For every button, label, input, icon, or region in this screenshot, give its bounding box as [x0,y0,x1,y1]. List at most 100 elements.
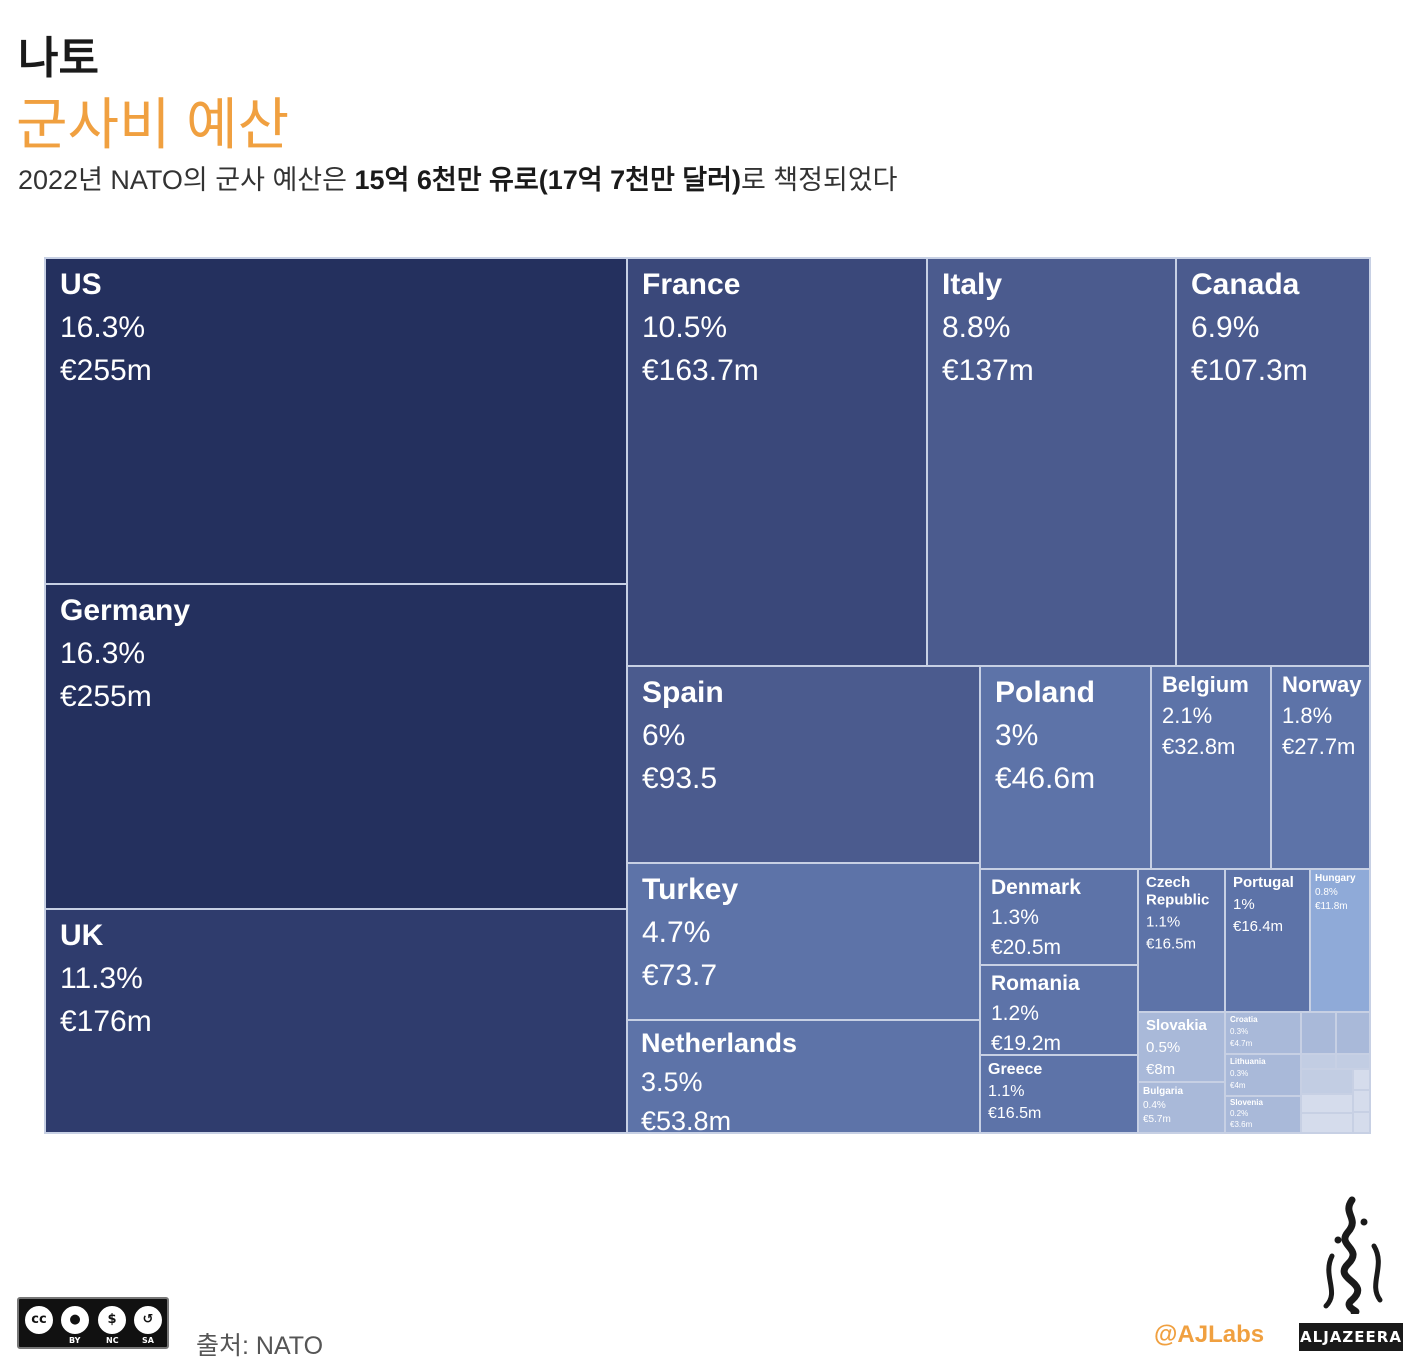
tile-name-us: US [60,268,102,301]
tile-rect-lithuania [1224,1053,1302,1097]
tile-name-lithuania: Lithuania [1230,1057,1266,1066]
tile-pct-italy: 8.8% [942,311,1010,344]
cc-icon: cc [23,1304,55,1336]
tile-pct-poland: 3% [995,719,1038,752]
tile-pct-germany: 16.3% [60,637,145,670]
tile-name-canada: Canada [1191,268,1300,301]
tile-romania: Romania 1.2% €19.2m [979,964,1139,1056]
tile-pct-spain: 6% [642,719,685,752]
tile-name-poland: Poland [995,676,1095,709]
tile-rect-croatia [1224,1011,1302,1055]
tile-pct-slovakia: 0.5% [1146,1039,1180,1056]
tile-name-czech-republic-2: Republic [1146,892,1209,909]
tile-rect-us [44,257,628,585]
tile-value-czech-republic: €16.5m [1146,936,1196,953]
tile-rect-poland [979,665,1152,870]
tile-unlabeled-10 [1335,1053,1371,1070]
tile-rect-canada [1175,257,1371,667]
tile-rect-denmark [979,868,1139,966]
tile-name-italy: Italy [942,268,1002,301]
tile-name-hungary: Hungary [1315,873,1356,884]
tile-greece: Greece 1.1% €16.5m [979,1054,1139,1134]
by-label: BY [69,1336,81,1345]
tile-value-spain: €93.5 [642,762,717,795]
tile-pct-belgium: 2.1% [1162,703,1212,728]
tile-value-romania: €19.2m [991,1032,1061,1055]
tile-pct-us: 16.3% [60,311,145,344]
tile-name-france: France [642,268,740,301]
tile-rect-germany [44,583,628,910]
tile-value-italy: €137m [942,354,1034,387]
tile-value-slovenia: €3.6m [1230,1120,1253,1129]
cc-license-badge: cc ● $ ↺ BY NC SA [17,1297,169,1349]
description-prefix: 2022년 NATO의 군사 예산은 [18,165,355,195]
nc-label: NC [106,1336,119,1345]
tile-value-slovakia: €8m [1146,1061,1175,1078]
tile-bulgaria: Bulgaria 0.4% €5.7m [1137,1081,1226,1134]
tile-rect-greece [979,1054,1139,1134]
description: 2022년 NATO의 군사 예산은 15억 6천만 유로(17억 7천만 달러… [18,158,898,197]
tile-pct-romania: 1.2% [991,1002,1039,1025]
tile-italy: Italy 8.8% €137m [926,257,1177,667]
tile-netherlands: Netherlands 3.5% €53.8m [626,1019,981,1136]
tile-name-denmark: Denmark [991,876,1081,899]
tile-name-greece: Greece [988,1061,1042,1078]
tile-name-belgium: Belgium [1162,672,1249,697]
tile-value-denmark: €20.5m [991,936,1061,959]
tile-denmark: Denmark 1.3% €20.5m [979,868,1139,966]
tile-pct-netherlands: 3.5% [641,1067,703,1097]
tile-unlabeled-6 [1352,1089,1371,1113]
tile-rect-uk [44,908,628,1134]
tile-unlabeled-1 [1300,1011,1337,1055]
aljazeera-wordmark: ALJAZEERA [1299,1323,1403,1351]
tile-unlabeled-9 [1352,1111,1371,1134]
tile-canada: Canada 6.9% €107.3m [1175,257,1371,667]
tile-value-belgium: €32.8m [1162,734,1235,759]
tile-turkey: Turkey 4.7% €73.7 [626,862,981,1021]
tile-slovakia: Slovakia 0.5% €8m [1137,1011,1226,1083]
tile-unlabeled-4 [1300,1068,1354,1095]
tile-us: US 16.3% €255m [44,257,628,585]
tile-rect-belgium [1150,665,1272,870]
tile-pct-denmark: 1.3% [991,906,1039,929]
by-icon: ● [59,1304,91,1336]
tile-name-croatia: Croatia [1230,1015,1258,1024]
tile-unlabeled-3 [1300,1053,1337,1070]
tile-poland: Poland 3% €46.6m [979,665,1152,870]
tile-unlabeled-7 [1300,1093,1354,1114]
tile-value-bulgaria: €5.7m [1143,1114,1171,1125]
tile-name-spain: Spain [642,676,724,709]
tile-lithuania: Lithuania 0.3% €4m [1224,1053,1302,1097]
tile-pct-hungary: 0.8% [1315,887,1338,898]
page-title: 나토 [18,34,99,83]
tile-name-turkey: Turkey [642,873,738,906]
page-subtitle: 군사비 예산 [16,93,290,156]
description-highlight: 15억 6천만 유로(17억 7천만 달러) [354,165,741,195]
tile-name-norway: Norway [1282,672,1362,697]
tile-pct-croatia: 0.3% [1230,1027,1248,1036]
description-suffix: 로 책정되었다 [740,165,898,195]
tile-rect-romania [979,964,1139,1056]
tile-rect-turkey [626,862,981,1021]
tile-name-romania: Romania [991,972,1080,995]
tile-rect-bulgaria [1137,1081,1226,1134]
tile-norway: Norway 1.8% €27.7m [1270,665,1371,870]
tile-belgium: Belgium 2.1% €32.8m [1150,665,1272,870]
tile-value-portugal: €16.4m [1233,918,1283,935]
tile-value-netherlands: €53.8m [641,1106,731,1136]
tile-rect-italy [926,257,1177,667]
tile-value-france: €163.7m [642,354,759,387]
tile-pct-czech-republic: 1.1% [1146,914,1180,931]
tile-value-uk: €176m [60,1005,152,1038]
source-note: 출처: NATO [196,1332,324,1360]
nc-icon: $ [96,1304,128,1336]
tile-rect-portugal [1224,868,1311,1013]
tile-rect-slovenia [1224,1095,1302,1134]
tile-pct-greece: 1.1% [988,1083,1024,1100]
aljazeera-logo-icon [1302,1196,1402,1346]
tile-name-germany: Germany [60,594,190,627]
tile-rect-slovakia [1137,1011,1226,1083]
tile-portugal: Portugal 1% €16.4m [1224,868,1311,1013]
tile-value-turkey: €73.7 [642,959,717,992]
